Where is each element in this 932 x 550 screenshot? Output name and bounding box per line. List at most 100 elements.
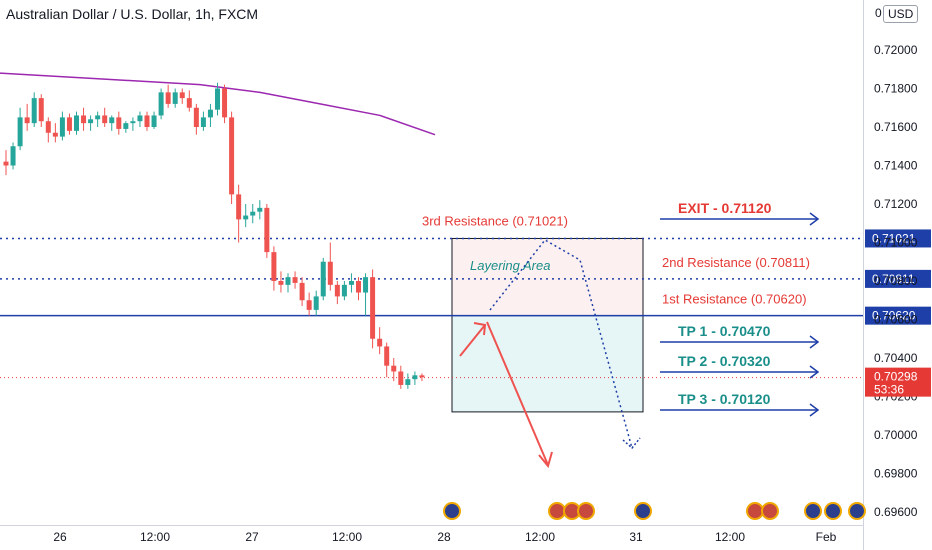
target-arrow-head [809, 365, 820, 379]
candle-body [243, 215, 249, 220]
time-tick-label: Feb [816, 530, 837, 544]
candle-body [66, 117, 72, 131]
currency-selector[interactable]: USD [883, 5, 919, 23]
candle-body [123, 123, 129, 129]
resistance-label: 2nd Resistance (0.70811) [662, 255, 810, 270]
candle-body [109, 117, 115, 124]
candle-body [172, 92, 178, 104]
current-price-tag-bg [865, 367, 931, 397]
candle-body [193, 107, 199, 127]
price-tick-label: 0.70800 [874, 274, 918, 288]
candle-body [341, 284, 347, 297]
price-tick-label: 0.72000 [874, 43, 918, 57]
moving-average-line [0, 72, 436, 136]
candle-body [102, 115, 108, 124]
bar-countdown: 53:36 [874, 383, 904, 397]
candle-body [151, 115, 157, 127]
time-tick-label: 12:00 [332, 530, 362, 544]
candle-body [257, 207, 263, 212]
candle-body [299, 282, 305, 301]
price-tag: 0.70811 [872, 272, 915, 286]
price-tick-label: 0.71800 [874, 82, 918, 96]
candle-body [264, 207, 270, 253]
au-flag-event-icon[interactable] [848, 502, 866, 520]
us-flag-event-icon[interactable] [548, 502, 566, 520]
price-tick-label: 0.70400 [874, 351, 918, 365]
au-flag-event-icon[interactable] [634, 502, 652, 520]
candle-body [116, 117, 122, 129]
chart-title: Australian Dollar / U.S. Dollar, 1h, FXC… [6, 6, 259, 22]
layering-area-label: Layering Area [470, 258, 550, 273]
price-tag: 0.71021 [872, 231, 916, 245]
candle-body [137, 115, 143, 122]
candle-body [215, 88, 220, 110]
candle-body [74, 115, 79, 131]
candle-body [384, 346, 390, 366]
us-flag-event-icon[interactable] [577, 502, 595, 520]
price-axis[interactable]: 0.71021 0.70811 0.70620 0.72000 0.71800 0.716… [865, 43, 931, 519]
price-tick-label: 0.71600 [874, 120, 918, 134]
time-tick-label: 31 [629, 530, 643, 544]
resistance-label: 1st Resistance (0.70620) [662, 292, 807, 307]
us-flag-event-icon[interactable] [746, 502, 764, 520]
time-tick-label: 12:00 [715, 530, 745, 544]
target-label: TP 1 - 0.70470 [678, 323, 771, 339]
price-plot[interactable]: Layering Area 3rd Resistance (0.71021) 2nd… [0, 72, 863, 469]
au-flag-event-icon[interactable] [443, 502, 461, 520]
candle-body [313, 296, 319, 310]
candle-body [186, 98, 192, 108]
target-arrow-head [809, 212, 820, 226]
candle-body [31, 98, 37, 124]
price-axis-top-tick: 0 [875, 6, 882, 20]
candle-body [412, 375, 418, 380]
candle-body [405, 379, 411, 385]
candle-body [419, 375, 425, 378]
layering-zone [451, 237, 644, 317]
candle-body [88, 119, 94, 124]
resistance-label: 3rd Resistance (0.71021) [422, 213, 568, 228]
target-label: TP 2 - 0.70320 [678, 353, 771, 369]
au-flag-event-icon[interactable] [804, 502, 822, 520]
arrow-down-head [538, 451, 553, 469]
candle-body [81, 115, 87, 124]
price-tick-label: 0.71400 [874, 159, 918, 173]
time-tick-label: 26 [53, 530, 67, 544]
candle-body [285, 277, 291, 285]
price-tag-bg [865, 269, 931, 288]
candle-body [398, 371, 404, 385]
candle-body [10, 146, 16, 166]
target-label: EXIT - 0.71120 [678, 200, 772, 216]
candle-body [3, 161, 9, 166]
candle-body [45, 121, 51, 133]
candle-body [17, 117, 23, 147]
arrow-up-head [473, 322, 487, 336]
target-arrow-head [809, 335, 820, 349]
candle-body [334, 284, 340, 297]
current-price-value: 0.70298 [874, 370, 918, 384]
price-tick-label: 0.69600 [874, 505, 918, 519]
candle-body [391, 365, 397, 372]
candle-body [229, 117, 235, 195]
candle-body [38, 98, 44, 122]
candle-body [320, 261, 326, 297]
price-tick-label: 0.71000 [874, 236, 918, 250]
price-tag-bg [865, 306, 931, 325]
candle-body [377, 338, 383, 347]
candle-body [158, 92, 164, 116]
candle-body [292, 277, 298, 283]
candle-body [207, 109, 213, 118]
candle-body [327, 261, 333, 285]
economic-events[interactable] [443, 502, 866, 520]
candle-body [179, 92, 185, 99]
candle-body [236, 194, 242, 220]
candle-body [278, 281, 284, 285]
au-flag-event-icon[interactable] [824, 502, 842, 520]
price-tag: 0.70620 [872, 309, 916, 323]
candle-body [95, 115, 101, 120]
price-tick-label: 0.70600 [874, 313, 918, 327]
us-flag-event-icon[interactable] [761, 502, 779, 520]
projection-head [622, 437, 641, 450]
time-axis[interactable]: 26 12:00 27 12:00 28 12:00 31 12:00 Feb [53, 530, 836, 544]
projection-path [489, 239, 633, 449]
